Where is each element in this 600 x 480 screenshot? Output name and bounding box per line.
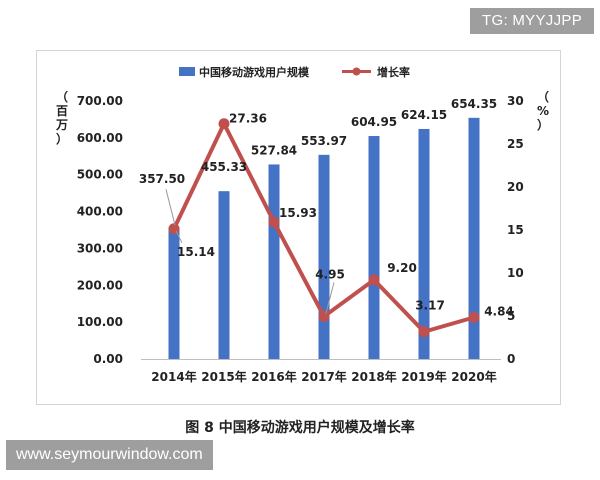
bar-value-label: 604.95 [351,115,397,129]
y-left-tick-label: 600.00 [77,131,123,145]
bar-users [418,128,430,359]
y-left-tick-label: 200.00 [77,278,123,292]
watermark-tg: TG: MYYJJPP [470,8,594,34]
bar-value-label: 654.35 [451,97,497,111]
growth-value-label: 15.14 [177,245,215,259]
growth-value-label: 4.95 [315,267,345,281]
leader-line [165,189,176,226]
growth-rate-point [418,326,430,338]
bar-value-label: 624.15 [401,108,447,122]
growth-rate-point [268,216,280,228]
y-left-axis-title: （百万） [55,89,68,146]
growth-value-label: 3.17 [415,299,445,313]
bar-value-label: 455.33 [201,160,247,174]
growth-value-label: 27.36 [229,112,267,126]
legend-swatch-users [179,67,195,76]
growth-rate-point [218,118,230,130]
x-category-label: 2020年 [451,369,496,384]
leader-line [325,282,335,314]
y-left-tick-label: 700.00 [77,94,123,108]
y-left-tick-label: 100.00 [77,315,123,329]
y-right-tick-label: 0 [507,352,515,366]
figure-caption: 图 8 中国移动游戏用户规模及增长率 [185,420,415,436]
y-left-tick-label: 300.00 [77,241,123,255]
growth-rate-point [168,223,180,235]
legend-label-users: 中国移动游戏用户规模 [199,65,310,79]
bar-users [268,164,280,359]
x-category-label: 2017年 [301,369,346,384]
growth-value-label: 15.93 [279,206,317,220]
x-category-label: 2016年 [251,369,296,384]
bar-users [318,154,330,359]
growth-rate-point [368,274,380,286]
bar-users [468,117,480,359]
y-right-tick-label: 30 [507,94,524,108]
y-right-tick-label: 15 [507,223,524,237]
bar-value-label: 553.97 [301,134,347,148]
y-right-tick-label: 20 [507,180,524,194]
y-right-tick-label: 10 [507,266,524,280]
growth-value-label: 4.84 [484,304,514,318]
y-left-tick-label: 400.00 [77,205,123,219]
bar-users [368,136,380,359]
x-category-label: 2015年 [201,369,246,384]
combo-chart: 中国移动游戏用户规模 增长率 0.00 100.00 200.00 300.00 400.0… [55,65,549,384]
bar-value-label: 357.50 [139,172,185,186]
y-right-tick-label: 5 [507,309,515,323]
legend-marker-growth [352,67,361,76]
legend-label-growth: 增长率 [377,65,410,79]
bar-users [218,191,230,359]
y-right-axis-title: （%） [537,89,549,132]
growth-rate-point [468,311,480,323]
watermark-url: www.seymourwindow.com [6,440,213,470]
bar-value-label: 527.84 [251,143,297,157]
y-left-tick-label: 500.00 [77,168,123,182]
bar-users [168,227,180,359]
x-category-label: 2019年 [401,369,446,384]
y-right-tick-label: 25 [507,137,524,151]
x-category-label: 2018年 [351,369,396,384]
y-left-tick-label: 0.00 [93,352,123,366]
x-category-label: 2014年 [151,369,196,384]
chart-frame: 中国移动游戏用户规模 增长率 0.00 100.00 200.00 300.00 400.0… [36,50,561,405]
growth-value-label: 9.20 [387,261,417,275]
growth-rate-point [318,310,330,322]
leader-line [175,230,183,244]
